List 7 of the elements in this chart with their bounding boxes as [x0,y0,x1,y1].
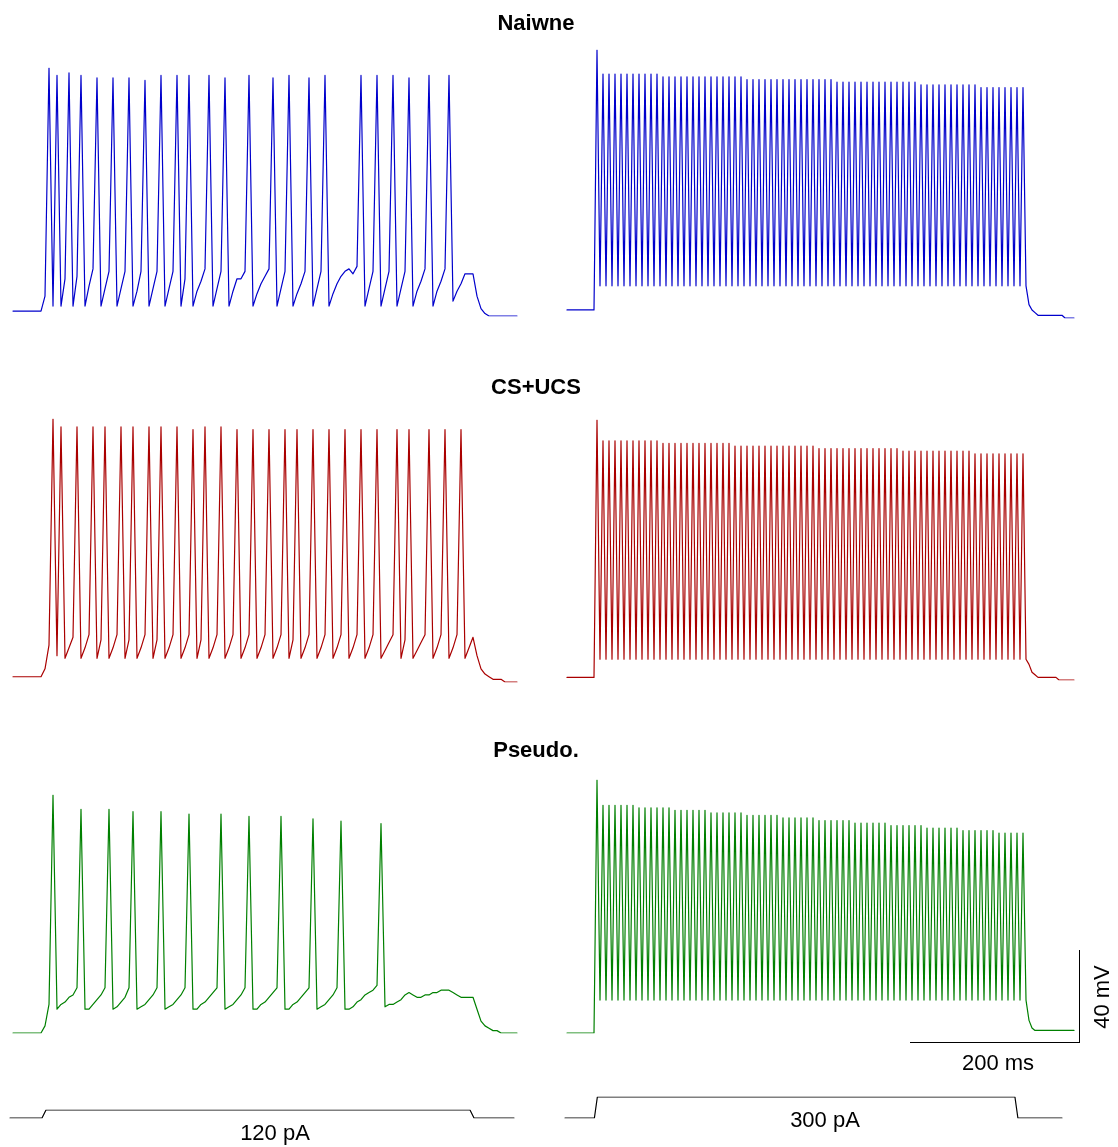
text: 40 mV [1089,965,1115,1029]
chart-title: Naiwne [497,10,575,36]
annotation: 300 pA [790,1107,860,1133]
chart-title: CS+UCS [491,374,581,400]
text: 120 pA [240,1120,310,1146]
text: 200 ms [961,1050,1035,1076]
chart-title: Pseudo. [493,737,579,763]
